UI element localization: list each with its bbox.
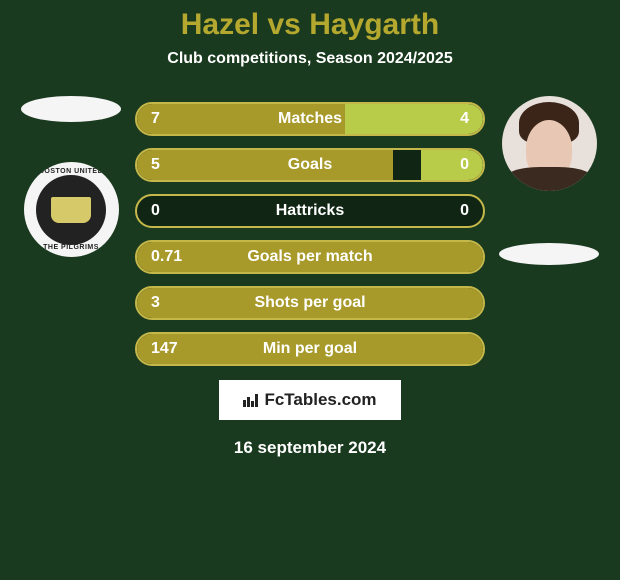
stat-row-hattricks: 0Hattricks0	[135, 194, 485, 228]
stat-label: Goals	[137, 156, 483, 174]
player-right-name: Haygarth	[309, 8, 439, 41]
date-line: 16 september 2024	[234, 438, 386, 458]
stat-row-goals-per-match: 0.71Goals per match	[135, 240, 485, 274]
left-oval-placeholder	[21, 96, 121, 122]
player-left-name: Hazel	[181, 8, 259, 41]
right-side-col	[489, 96, 609, 265]
stat-label: Min per goal	[137, 340, 483, 358]
badge-inner-icon	[36, 175, 106, 245]
vs-text: vs	[267, 8, 300, 41]
badge-text-bottom: THE PILGRIMS	[43, 244, 99, 251]
stat-value-right: 0	[460, 156, 469, 174]
stat-label: Shots per goal	[137, 294, 483, 312]
stat-row-matches: 7Matches4	[135, 102, 485, 136]
left-side-col: BOSTON UNITED THE PILGRIMS	[11, 96, 131, 257]
stat-value-right: 4	[460, 110, 469, 128]
subtitle: Club competitions, Season 2024/2025	[167, 50, 452, 68]
right-player-avatar	[502, 96, 597, 191]
stat-label: Matches	[137, 110, 483, 128]
left-club-badge: BOSTON UNITED THE PILGRIMS	[24, 162, 119, 257]
badge-text-top: BOSTON UNITED	[39, 168, 103, 175]
stat-row-min-per-goal: 147Min per goal	[135, 332, 485, 366]
stat-label: Goals per match	[137, 248, 483, 266]
chart-icon	[243, 393, 258, 407]
footer-brand-box: FcTables.com	[219, 380, 400, 420]
stat-row-shots-per-goal: 3Shots per goal	[135, 286, 485, 320]
comparison-row: BOSTON UNITED THE PILGRIMS 7Matches4 5Goa…	[0, 96, 620, 366]
stat-value-right: 0	[460, 202, 469, 220]
stats-column: 7Matches45Goals00Hattricks00.71Goals per…	[135, 102, 485, 366]
page-title: Hazel vs Haygarth	[181, 8, 439, 42]
right-oval-placeholder	[499, 243, 599, 265]
footer-brand-text: FcTables.com	[264, 390, 376, 410]
stat-label: Hattricks	[137, 202, 483, 220]
stat-row-goals: 5Goals0	[135, 148, 485, 182]
